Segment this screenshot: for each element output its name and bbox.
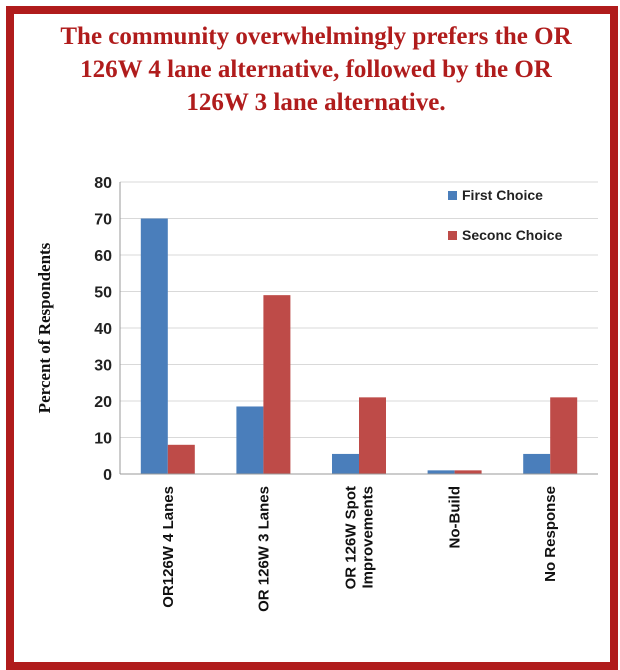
bar [359, 397, 386, 474]
y-tick-label: 70 [94, 212, 112, 229]
bar [263, 295, 291, 474]
legend-swatch [448, 191, 457, 200]
axis-labels: 0 10 20 30 40 50 60 70 80 OR126W 4 Lanes OR 126W 3… [35, 175, 559, 612]
legend-swatch [448, 231, 457, 240]
bar [236, 406, 264, 474]
legend: First Choice Seconc Choice [448, 187, 563, 243]
y-tick-label: 30 [94, 358, 112, 375]
y-tick-label: 60 [94, 248, 112, 265]
y-tick-label: 40 [94, 321, 112, 338]
y-tick-label: 0 [103, 467, 112, 484]
y-axis-title: Percent of Respondents [35, 242, 54, 413]
x-category-label: OR 126W 3 Lanes [255, 486, 272, 612]
bar [332, 453, 359, 474]
x-category-label: OR126W 4 Lanes [160, 486, 177, 608]
bar [523, 453, 551, 474]
bar [550, 397, 578, 474]
y-tick-label: 20 [94, 394, 112, 411]
y-tick-label: 80 [94, 175, 112, 192]
axes [119, 182, 598, 475]
bar [167, 444, 195, 474]
bars [140, 218, 578, 474]
chart-title: The community overwhelmingly prefers the… [60, 23, 572, 116]
legend-label: First Choice [462, 187, 543, 203]
y-tick-label: 50 [94, 285, 112, 302]
x-category-label: No Response [542, 486, 559, 582]
y-tick-label: 10 [94, 431, 112, 448]
x-category-label: No-Build [447, 486, 464, 548]
bar [140, 218, 168, 474]
x-category-label: OR 126W SpotImprovements [343, 486, 377, 589]
bar [427, 470, 455, 474]
bar [454, 470, 482, 474]
chart-frame [6, 6, 618, 670]
legend-label: Seconc Choice [462, 227, 563, 243]
